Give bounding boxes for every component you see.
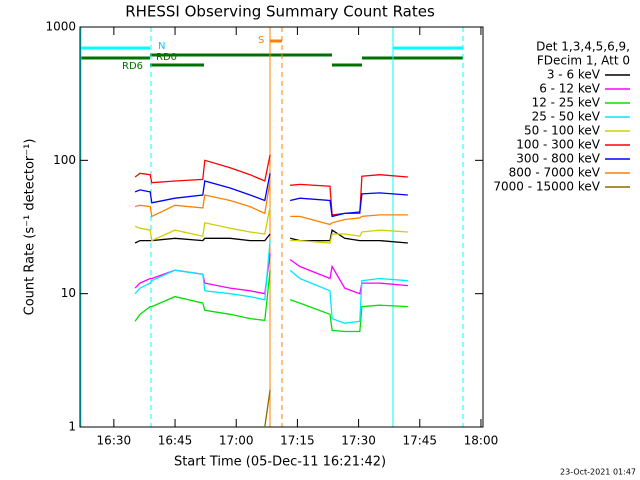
- legend-label: 12 - 25 keV: [532, 96, 601, 110]
- legend-label: 100 - 300 keV: [516, 138, 600, 152]
- legend-label: 7000 - 15000 keV: [493, 180, 600, 194]
- y-tick-label: 1: [68, 420, 76, 434]
- y-tick-label: 10: [61, 286, 76, 300]
- annotation: S: [258, 35, 264, 46]
- legend-label: 800 - 7000 keV: [509, 166, 601, 180]
- x-axis-label: Start Time (05-Dec-11 16:21:42): [174, 455, 386, 470]
- y-axis-label: Count Rate (s⁻¹ detector⁻¹): [23, 139, 38, 316]
- legend-header: Det 1,3,4,5,6,9,: [536, 40, 630, 54]
- annotation: RD0: [156, 52, 177, 63]
- y-tick-label: 100: [53, 153, 76, 167]
- legend-header: FDecim 1, Att 0: [537, 54, 630, 68]
- legend-label: 25 - 50 keV: [532, 110, 601, 124]
- series-line: [264, 389, 271, 428]
- series-line: [134, 229, 408, 244]
- series-line: [134, 240, 408, 324]
- legend-label: 300 - 800 keV: [516, 152, 600, 166]
- y-tick-label: 1000: [45, 20, 76, 34]
- x-tick-label: 17:30: [341, 434, 376, 448]
- plot-frame: [79, 26, 484, 428]
- status-bars: N RD0 RD6 S: [80, 27, 464, 427]
- legend-label: 6 - 12 keV: [539, 82, 601, 96]
- series-line: [134, 206, 408, 244]
- series-line: [134, 180, 408, 226]
- legend-label: 50 - 100 keV: [524, 124, 601, 138]
- x-tick-label: 17:00: [219, 434, 254, 448]
- x-tick-label: 18:00: [464, 434, 499, 448]
- chart-title: RHESSI Observing Summary Count Rates: [125, 3, 435, 21]
- series-line: [134, 173, 408, 218]
- legend-label: 3 - 6 keV: [547, 68, 601, 82]
- footer: 23-Oct-2021 01:47: [560, 468, 636, 477]
- x-tick-label: 16:30: [97, 434, 132, 448]
- annotation: RD6: [122, 61, 143, 72]
- x-tick-label: 16:45: [158, 434, 193, 448]
- series-line: [134, 270, 408, 333]
- annotation: N: [158, 41, 165, 52]
- x-tick-label: 17:45: [402, 434, 437, 448]
- x-tick-label: 17:15: [280, 434, 315, 448]
